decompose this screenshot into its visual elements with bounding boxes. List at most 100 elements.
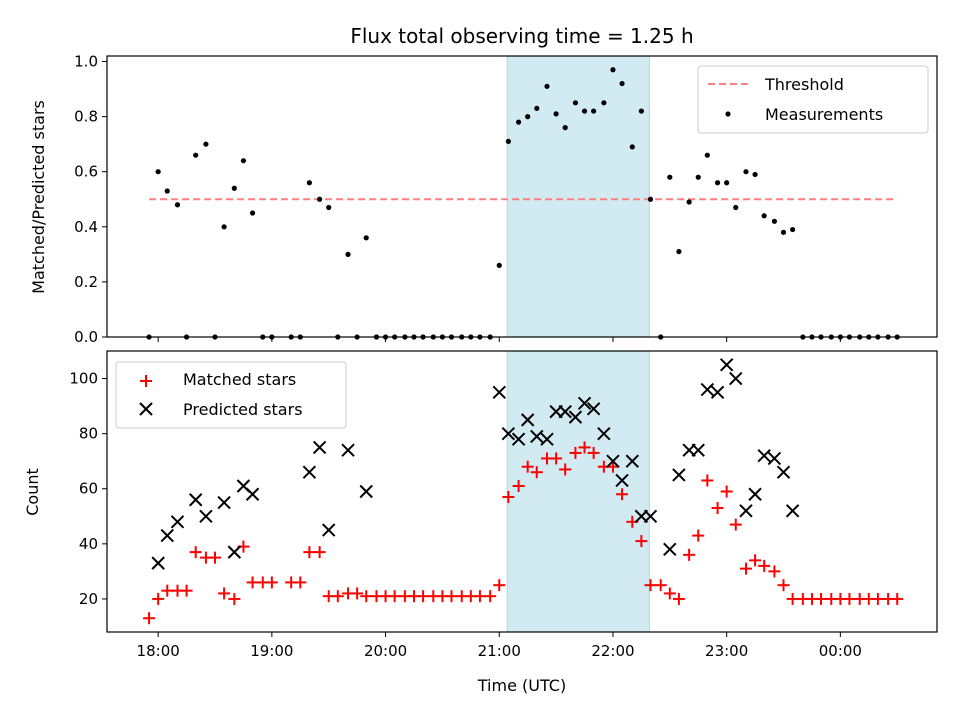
top-panel: Flux total observing time = 1.25 h 0.0 0.…: [29, 24, 938, 346]
matched-star-point: [711, 502, 724, 515]
measurement-point: [601, 100, 607, 106]
measurement-point: [714, 180, 721, 186]
measurement-point: [496, 262, 502, 268]
matched-star-point: [559, 463, 572, 476]
predicted-star-point: [710, 385, 725, 400]
predicted-star-point: [625, 454, 639, 468]
matched-star-point: [209, 551, 222, 564]
shaded-region: [506, 55, 650, 338]
matched-star-point: [587, 446, 600, 459]
measurement-point: [249, 210, 256, 216]
measurement-point: [534, 105, 540, 111]
measurement-point: [761, 213, 767, 219]
matched-star-point: [777, 579, 790, 592]
bottom-axes-frame: [106, 350, 938, 633]
measurement-point: [155, 169, 161, 175]
x-tick-label: 18:00: [137, 642, 180, 660]
y-tick-label: 0.2: [74, 273, 98, 291]
matched-star-point: [493, 579, 506, 592]
predicted-star-point: [606, 454, 620, 468]
matched-star-point: [616, 488, 629, 501]
predicted-star-point: [615, 473, 629, 488]
predicted-star-point: [719, 358, 734, 372]
matched-star-point: [143, 612, 156, 625]
matched-star-point: [654, 579, 667, 592]
y-tick-label: 100: [69, 370, 98, 388]
matched-star-point: [663, 587, 676, 600]
matched-star-point: [635, 535, 648, 548]
matched-star-point: [445, 590, 458, 603]
measurement-point: [326, 204, 332, 211]
matched-star-point: [265, 576, 278, 589]
measurement-point: [790, 226, 796, 233]
y-tick-label: 80: [79, 425, 98, 443]
matched-star-point: [521, 460, 534, 473]
measurement-point: [221, 224, 227, 230]
matched-star-point: [891, 592, 904, 605]
predicted-star-point: [151, 556, 165, 570]
measurement-point: [345, 251, 351, 257]
predicted-star-point: [558, 404, 572, 419]
matched-star-point: [512, 479, 525, 492]
predicted-star-point: [739, 504, 753, 518]
legend-predicted-swatch: [139, 402, 153, 416]
x-tick-label: 19:00: [250, 642, 293, 660]
predicted-star-point: [160, 528, 174, 543]
measurement-point: [363, 235, 369, 241]
predicted-star-point: [748, 487, 762, 501]
legend-measurements-swatch: [725, 111, 731, 117]
matched-star-point: [786, 592, 799, 605]
matched-star-point: [569, 446, 582, 459]
matched-star-point: [729, 518, 742, 531]
bottom-y-axis-label: Count: [23, 468, 42, 516]
x-tick-label: 21:00: [478, 642, 521, 660]
matched-star-point: [530, 466, 543, 479]
predicted-star-point: [586, 402, 601, 416]
matched-star-point: [815, 592, 828, 605]
matched-star-point: [294, 576, 307, 589]
predicted-star-point: [188, 493, 203, 507]
predicted-star-point: [501, 426, 516, 441]
predicted-star-point: [643, 509, 658, 524]
measurement-point: [724, 180, 730, 186]
predicted-star-point: [785, 504, 800, 518]
x-tick-label: 23:00: [705, 642, 748, 660]
predicted-star-point: [540, 432, 554, 446]
matched-star-point: [484, 590, 497, 603]
measurement-point: [544, 83, 550, 89]
bottom-panel: 20 40 60 80 100 18:00 19:00 20:00 21:00 22:00 23:…: [23, 350, 938, 695]
measurement-point: [610, 67, 616, 73]
measurement-point: [306, 180, 312, 186]
matched-star-point: [749, 554, 762, 567]
predicted-star-point: [663, 542, 677, 557]
matched-star-point: [672, 592, 685, 605]
shaded-region: [506, 350, 650, 633]
measurement-point: [505, 138, 511, 145]
measurement-point: [743, 169, 749, 175]
measurement-point: [629, 144, 635, 150]
predicted-star-point: [227, 545, 242, 559]
predicted-star-point: [577, 396, 592, 411]
predicted-star-point: [767, 451, 782, 466]
measurement-point: [752, 171, 758, 178]
y-tick-label: 0.6: [74, 163, 98, 181]
measurement-point: [193, 152, 199, 158]
matched-star-point: [228, 592, 241, 605]
measurement-point: [572, 100, 579, 106]
measurement-point: [638, 108, 644, 114]
measurement-point: [581, 108, 588, 114]
measurement-point: [704, 152, 710, 158]
predicted-star-point: [691, 443, 705, 457]
measurement-point: [695, 174, 701, 180]
predicted-star-point: [520, 413, 535, 427]
measurement-point: [174, 202, 181, 208]
chart-title: Flux total observing time = 1.25 h: [350, 24, 693, 48]
x-axis-label: Time (UTC): [477, 676, 566, 695]
matched-star-point: [606, 460, 619, 473]
predicted-star-point: [245, 487, 260, 501]
predicted-star-point: [322, 523, 336, 537]
legend-measurements-label: Measurements: [765, 105, 883, 124]
predicted-star-point: [511, 432, 526, 446]
predicted-star-point: [341, 443, 355, 457]
measurement-point: [591, 108, 597, 114]
